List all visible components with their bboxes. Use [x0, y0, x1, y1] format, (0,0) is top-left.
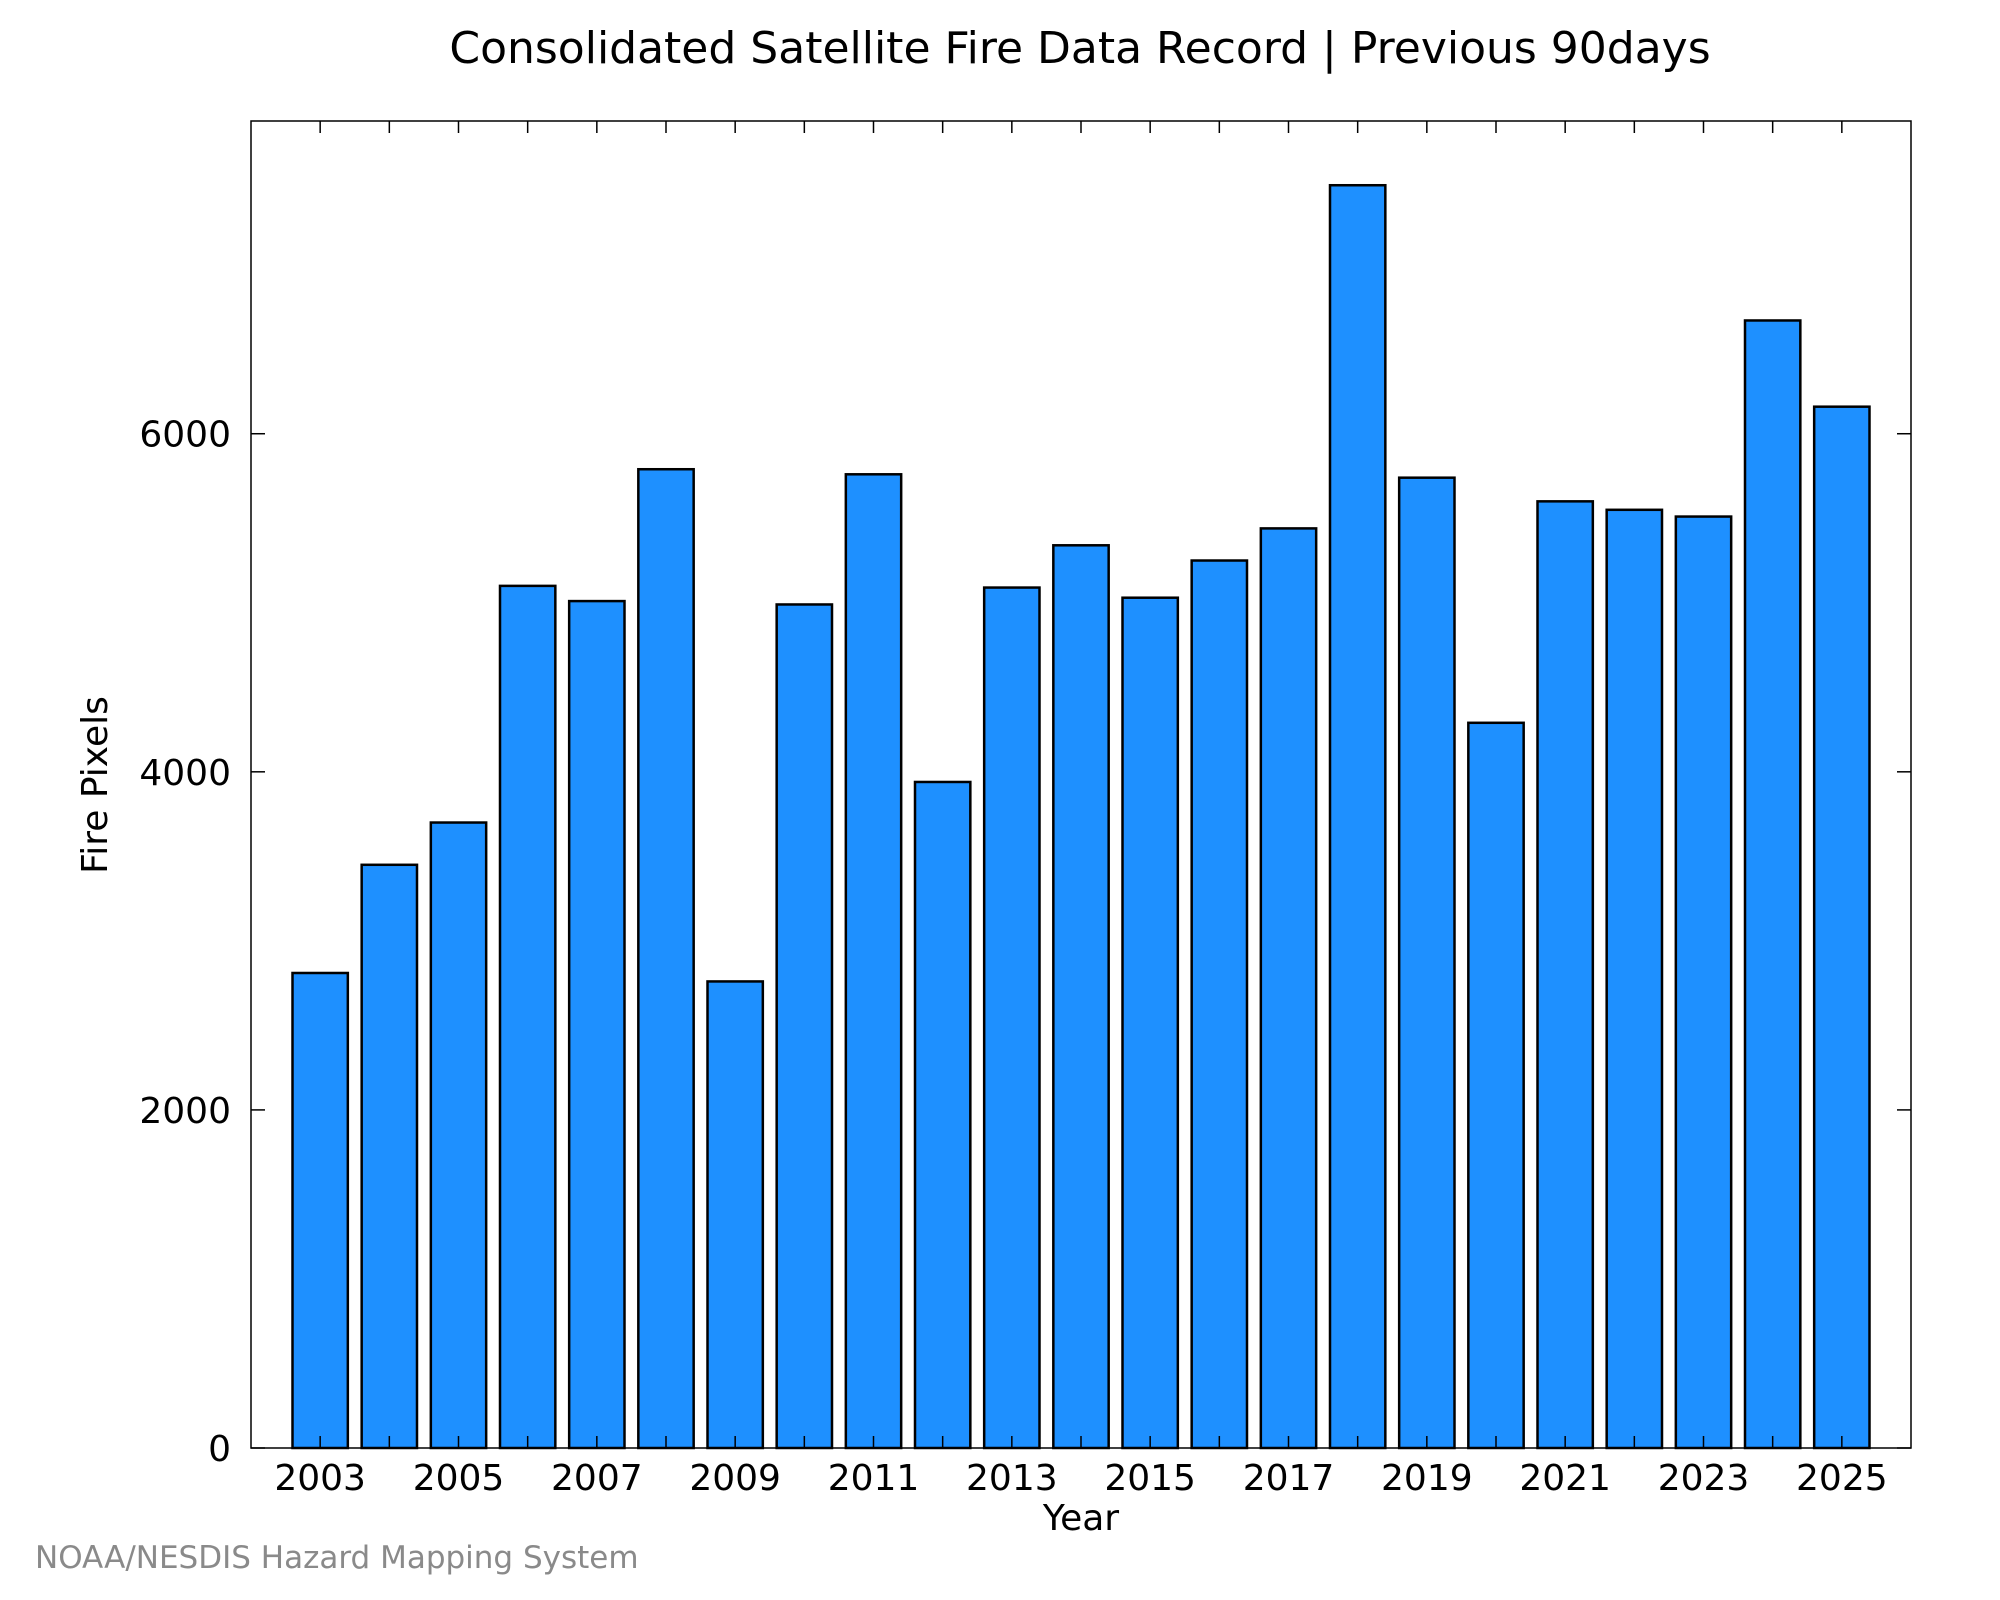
bar-2011: [844, 473, 903, 1450]
bar-2003: [291, 971, 350, 1450]
bar-2022: [1605, 508, 1664, 1450]
bar-2020: [1467, 721, 1525, 1450]
ticks-layer: 2003 2005 2007 2009 2011 2013 2015 2017 2019 2021…: [139, 121, 1911, 1499]
bar-2007: [567, 599, 626, 1450]
bar-2021: [1536, 500, 1595, 1450]
x-tick-label-2011: 2011: [828, 1458, 920, 1499]
bar-2008: [637, 467, 695, 1450]
chart-title: Consolidated Satellite Fire Data Record …: [449, 23, 1710, 74]
y-tick-label-4000: 4000: [139, 753, 231, 794]
x-tick-label-2005: 2005: [413, 1458, 505, 1499]
bar-2018: [1328, 183, 1387, 1450]
x-tick-label-2015: 2015: [1104, 1458, 1196, 1499]
bar-2009: [706, 980, 765, 1450]
bar-2013: [982, 586, 1041, 1450]
bar-2010: [775, 603, 834, 1450]
bar-2004: [360, 863, 419, 1450]
bar-2005: [429, 821, 488, 1450]
x-tick-label-2003: 2003: [274, 1458, 366, 1499]
y-tick-label-2000: 2000: [139, 1091, 231, 1132]
bar-2019: [1397, 476, 1456, 1450]
bar-2025: [1812, 405, 1871, 1450]
x-tick-label-2007: 2007: [551, 1458, 643, 1499]
bar-2012: [913, 780, 972, 1450]
bar-2023: [1674, 515, 1733, 1450]
bar-2016: [1190, 559, 1249, 1450]
x-tick-label-2009: 2009: [689, 1458, 781, 1499]
y-tick-label-6000: 6000: [139, 415, 231, 456]
source-credit: NOAA/NESDIS Hazard Mapping System: [35, 1540, 639, 1576]
x-tick-label-2019: 2019: [1381, 1458, 1473, 1499]
x-tick-label-2025: 2025: [1796, 1458, 1888, 1499]
bar-2024: [1743, 319, 1802, 1450]
x-tick-label-2013: 2013: [966, 1458, 1058, 1499]
y-tick-label-0: 0: [208, 1429, 231, 1470]
x-tick-label-2017: 2017: [1243, 1458, 1335, 1499]
bar-2014: [1052, 544, 1110, 1450]
y-axis-label: Fire Pixels: [75, 696, 116, 874]
x-axis-label: Year: [1042, 1498, 1119, 1539]
bars-layer: [291, 183, 1871, 1450]
x-tick-label-2021: 2021: [1519, 1458, 1611, 1499]
bar-2015: [1121, 596, 1180, 1450]
bar-2006: [498, 584, 557, 1450]
x-tick-label-2023: 2023: [1658, 1458, 1750, 1499]
bar-2017: [1259, 527, 1318, 1450]
